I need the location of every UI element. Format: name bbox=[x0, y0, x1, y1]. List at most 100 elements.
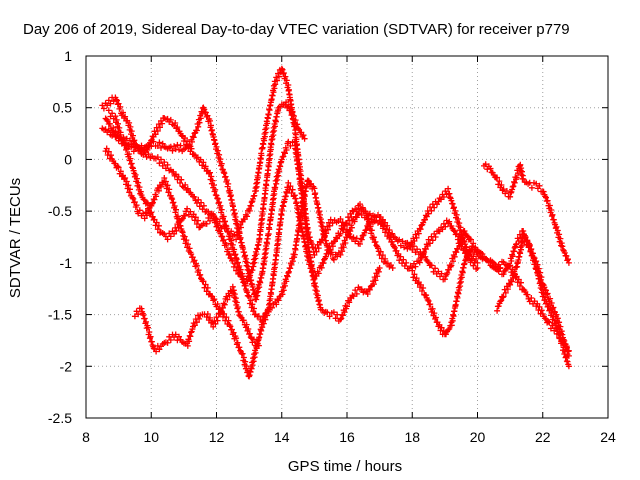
data-point bbox=[368, 230, 375, 237]
data-point bbox=[507, 281, 514, 288]
data-point bbox=[550, 216, 557, 223]
data-point bbox=[553, 311, 560, 318]
data-point bbox=[315, 204, 322, 211]
data-point bbox=[533, 180, 540, 187]
data-point bbox=[154, 143, 161, 149]
data-point bbox=[422, 253, 429, 260]
data-point bbox=[133, 202, 140, 209]
data-point bbox=[372, 238, 379, 245]
data-point bbox=[276, 168, 283, 175]
data-point bbox=[322, 253, 329, 260]
data-point bbox=[449, 317, 456, 324]
data-point bbox=[375, 245, 381, 252]
data-point bbox=[178, 228, 185, 234]
data-point bbox=[454, 246, 461, 253]
data-point bbox=[382, 219, 389, 226]
data-point bbox=[562, 341, 569, 348]
data-point bbox=[283, 278, 290, 285]
data-point bbox=[193, 127, 200, 134]
data-point bbox=[248, 365, 255, 372]
data-point bbox=[557, 323, 564, 330]
data-point bbox=[320, 228, 327, 235]
data-point bbox=[337, 251, 344, 258]
data-point bbox=[183, 237, 190, 244]
data-point bbox=[339, 248, 346, 255]
data-point bbox=[149, 199, 156, 206]
data-point bbox=[500, 293, 507, 300]
data-point bbox=[502, 289, 509, 296]
data-point bbox=[202, 163, 209, 170]
data-point bbox=[561, 249, 568, 256]
data-point bbox=[453, 249, 460, 256]
data-point bbox=[190, 151, 197, 158]
data-point bbox=[278, 212, 285, 219]
data-point bbox=[189, 133, 196, 140]
data-point bbox=[357, 205, 363, 212]
data-point bbox=[272, 123, 278, 130]
data-point bbox=[135, 144, 142, 151]
data-point bbox=[216, 199, 223, 206]
data-point bbox=[126, 119, 133, 126]
data-point bbox=[366, 210, 373, 217]
data-point bbox=[389, 230, 396, 237]
data-point bbox=[291, 113, 297, 120]
data-point bbox=[458, 278, 464, 285]
data-point bbox=[218, 206, 225, 213]
data-point bbox=[280, 70, 287, 76]
data-point bbox=[184, 205, 191, 212]
data-point bbox=[103, 145, 110, 152]
data-point bbox=[304, 177, 311, 184]
data-point bbox=[202, 109, 209, 116]
data-point bbox=[498, 182, 505, 188]
data-point bbox=[432, 234, 439, 240]
data-point bbox=[200, 159, 207, 166]
data-point bbox=[191, 322, 198, 329]
data-point bbox=[550, 304, 557, 311]
data-point bbox=[315, 245, 322, 252]
data-point bbox=[109, 110, 116, 117]
data-point bbox=[128, 128, 135, 135]
data-point bbox=[352, 287, 359, 294]
data-point bbox=[417, 281, 424, 288]
data-point bbox=[117, 103, 124, 110]
data-point bbox=[143, 212, 150, 219]
data-point bbox=[105, 97, 112, 104]
data-point bbox=[242, 358, 249, 365]
data-point bbox=[250, 358, 257, 365]
data-point bbox=[344, 303, 350, 310]
data-point bbox=[115, 100, 122, 107]
data-point bbox=[240, 275, 247, 282]
data-point bbox=[107, 100, 114, 107]
data-point bbox=[529, 250, 536, 257]
data-point bbox=[555, 330, 562, 337]
data-point bbox=[318, 219, 325, 226]
data-point bbox=[189, 254, 196, 261]
data-point bbox=[297, 216, 304, 223]
data-point bbox=[233, 218, 240, 225]
data-point bbox=[223, 314, 230, 321]
data-point bbox=[173, 227, 180, 234]
data-point bbox=[275, 172, 282, 179]
data-point bbox=[542, 193, 549, 200]
data-point bbox=[232, 251, 239, 258]
data-point bbox=[357, 241, 363, 247]
data-point bbox=[424, 296, 431, 303]
data-point bbox=[279, 66, 286, 73]
data-point bbox=[187, 208, 194, 215]
data-point bbox=[547, 295, 554, 302]
data-point bbox=[375, 268, 382, 275]
data-point bbox=[169, 147, 176, 154]
data-point bbox=[471, 259, 478, 266]
data-point bbox=[441, 276, 448, 283]
data-point bbox=[438, 324, 445, 331]
data-point bbox=[242, 252, 249, 259]
data-point bbox=[288, 190, 295, 196]
data-point bbox=[247, 334, 254, 341]
x-tick-label: 12 bbox=[209, 429, 225, 445]
data-point bbox=[513, 174, 520, 181]
data-point bbox=[246, 274, 253, 280]
data-point bbox=[136, 147, 143, 154]
data-point bbox=[360, 208, 367, 215]
data-point bbox=[515, 276, 522, 283]
data-point bbox=[557, 334, 564, 341]
